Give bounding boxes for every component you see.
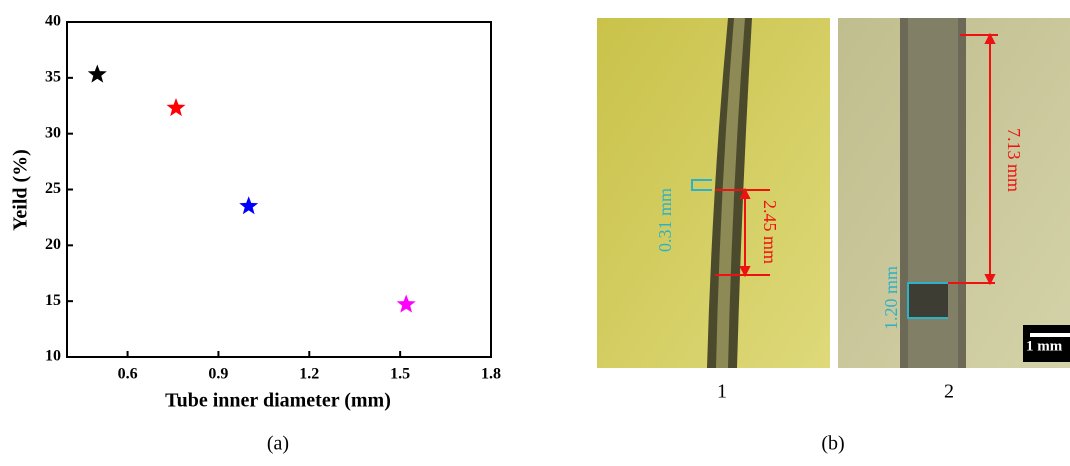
y-tick-label: 25 bbox=[45, 180, 61, 197]
y-tick-label: 35 bbox=[45, 69, 61, 86]
annotation: 2.45 mm bbox=[760, 200, 780, 264]
scale-bar-label: 1 mm bbox=[1026, 338, 1063, 354]
point bbox=[397, 295, 416, 313]
annotation: 1.20 mm bbox=[881, 266, 901, 330]
scale-bar-line bbox=[1030, 333, 1070, 337]
plot-frame bbox=[67, 22, 491, 357]
annotation: 7.13 mm bbox=[1004, 128, 1024, 192]
x-axis-label: Tube inner diameter (mm) bbox=[165, 390, 391, 412]
microscope-images: 0.31 mm 2.45 mm 1.20 mm 7.13 mm 1 mm bbox=[597, 18, 1070, 368]
panel-label: (b) bbox=[821, 433, 844, 455]
image-label: 1 bbox=[717, 381, 727, 403]
point bbox=[239, 196, 258, 214]
x-tick-label: 0.9 bbox=[208, 366, 228, 383]
x-tick-label: 1.5 bbox=[390, 366, 410, 383]
x-tick-label: 0.6 bbox=[118, 366, 138, 383]
figure: 0.31 mm 2.45 mm 1.20 mm 7.13 mm 1 mm 1 2… bbox=[0, 0, 1070, 466]
point bbox=[88, 65, 107, 83]
x-tick-label: 1.8 bbox=[481, 366, 501, 383]
annotation: 0.31 mm bbox=[655, 188, 675, 252]
point bbox=[167, 98, 186, 116]
y-tick-label: 40 bbox=[45, 13, 61, 30]
y-axis-label: Yeild (%) bbox=[10, 149, 32, 231]
image-label: 2 bbox=[944, 381, 954, 403]
panel-label: (a) bbox=[267, 433, 289, 455]
x-tick-label: 1.2 bbox=[299, 366, 319, 383]
y-tick-label: 10 bbox=[45, 348, 61, 365]
y-tick-label: 15 bbox=[45, 292, 61, 309]
y-tick-label: 20 bbox=[45, 236, 61, 253]
droplet bbox=[908, 283, 948, 319]
y-tick-label: 30 bbox=[45, 124, 61, 141]
